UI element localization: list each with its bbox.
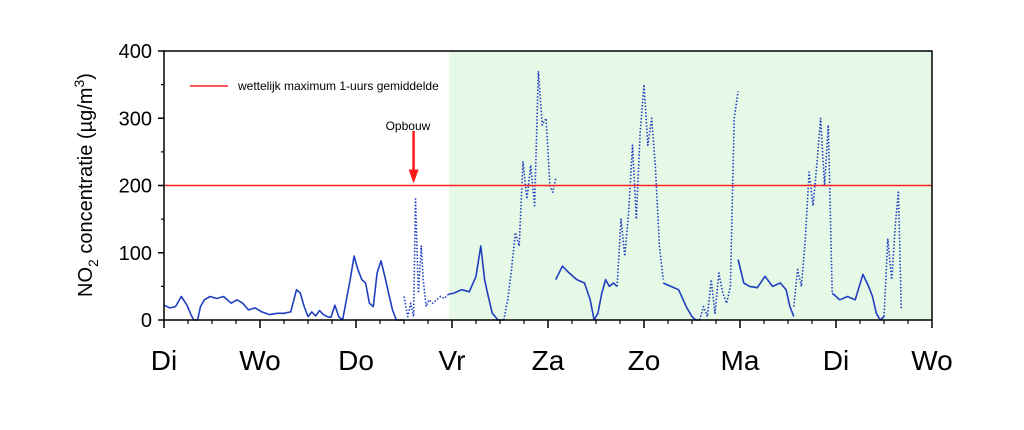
y-tick-label-4: 400 bbox=[119, 41, 152, 63]
x-tick-label-0: Di bbox=[151, 345, 177, 376]
series-line-1 bbox=[403, 198, 449, 318]
series-group bbox=[163, 70, 903, 321]
annotation-label: Opbouw bbox=[386, 119, 431, 133]
y-tick-label-0: 0 bbox=[141, 310, 152, 332]
ylabel-pre: NO bbox=[75, 267, 97, 297]
ylabel-sub: 2 bbox=[85, 259, 101, 267]
x-tick-label-4: Za bbox=[532, 345, 565, 376]
y-tick-label-3: 300 bbox=[119, 108, 152, 130]
x-tick-label-6: Ma bbox=[721, 345, 760, 376]
x-tick-label-3: Vr bbox=[439, 345, 466, 376]
x-tick-label-1: Wo bbox=[239, 345, 281, 376]
series-line-8 bbox=[737, 259, 795, 317]
y-axis: 0 100 200 300 400 bbox=[119, 41, 164, 332]
series-line-3 bbox=[503, 70, 557, 321]
ylabel-sup: 3 bbox=[71, 80, 87, 88]
x-tick-label-7: Di bbox=[823, 345, 849, 376]
x-tick-label-8: Wo bbox=[911, 345, 953, 376]
annotation-arrow-head bbox=[408, 169, 419, 184]
annotation-opbouw: Opbouw bbox=[386, 119, 431, 184]
legend-label-threshold: wettelijk maximum 1-uurs gemiddelde bbox=[237, 79, 439, 93]
y-tick-label-2: 200 bbox=[119, 176, 152, 198]
ylabel-mu: µg/m bbox=[75, 88, 97, 133]
ylabel-post: ) bbox=[75, 73, 97, 80]
series-line-11 bbox=[883, 191, 903, 317]
series-line-10 bbox=[831, 273, 885, 321]
x-tick-label-2: Do bbox=[338, 345, 374, 376]
y-tick-label-1: 100 bbox=[119, 243, 152, 265]
y-axis-label: NO2 concentratie (µg/m3) bbox=[71, 73, 101, 297]
series-line-0 bbox=[163, 255, 404, 321]
x-axis: Di Wo Do Vr Za Zo Ma Di Wo bbox=[151, 320, 953, 376]
series-line-5 bbox=[616, 83, 664, 287]
ylabel-mid: concentratie ( bbox=[75, 132, 97, 259]
series-line-7 bbox=[698, 91, 739, 321]
series-line-2 bbox=[448, 245, 504, 321]
legend: wettelijk maximum 1-uurs gemiddelde bbox=[190, 79, 439, 93]
x-tick-label-5: Zo bbox=[628, 345, 661, 376]
